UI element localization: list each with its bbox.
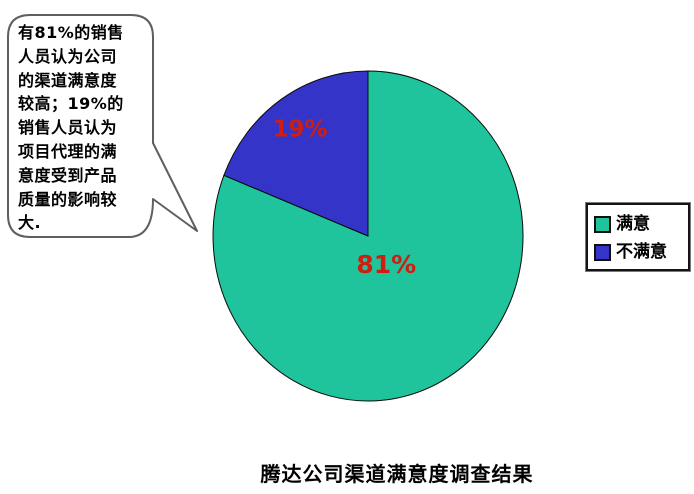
legend: 满意 不满意 xyxy=(585,202,691,272)
legend-swatch-satisfied-icon xyxy=(594,216,611,233)
pie-slice-unsatisfied[interactable] xyxy=(223,70,369,237)
legend-swatch-unsatisfied-icon xyxy=(594,244,611,261)
legend-item-satisfied[interactable]: 满意 xyxy=(594,212,683,237)
pie-label-unsatisfied: 19% xyxy=(272,117,327,143)
legend-item-unsatisfied[interactable]: 不满意 xyxy=(594,240,683,265)
legend-label-unsatisfied: 不满意 xyxy=(616,242,667,262)
callout-text: 有81%的销售 人员认为公司 的渠道满意度 较高；19%的 销售人员认为 项目代… xyxy=(18,23,124,233)
pie-label-satisfied: 81% xyxy=(356,250,416,279)
speech-bubble-shape[interactable] xyxy=(7,14,198,238)
legend-label-satisfied: 满意 xyxy=(616,214,650,234)
chart-title: 腾达公司渠道满意度调查结果 xyxy=(260,462,534,486)
